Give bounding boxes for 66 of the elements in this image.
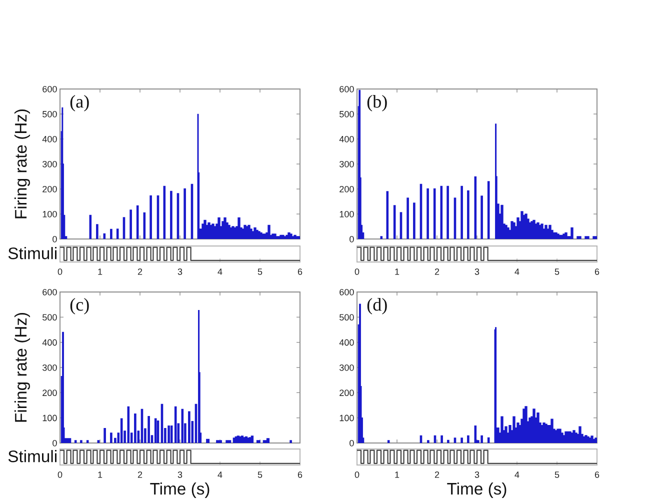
y-tick-label: 200 [42, 186, 57, 192]
y-tick-label: 200 [42, 390, 57, 396]
y-axis-title: Firing rate (Hz) [14, 312, 30, 422]
x-tick-label: 4 [514, 472, 520, 478]
annotation: (a) [70, 95, 89, 112]
y-tick-label: 500 [340, 110, 354, 118]
y-tick-label: 100 [42, 414, 57, 422]
x-tick-label: 3 [474, 268, 480, 275]
y-tick-label: 600 [42, 86, 57, 92]
x-tick-label: 5 [554, 268, 560, 275]
y-tick-label: 400 [339, 136, 354, 142]
x-tick-label: 5 [554, 472, 560, 478]
x-tick-label: 6 [594, 268, 600, 275]
x-tick-label: 2 [138, 268, 142, 275]
annotation: (c) [70, 298, 89, 314]
x-tick-label: 6 [298, 268, 302, 275]
y-tick-label: 400 [339, 339, 354, 346]
y-tick-label: 200 [340, 390, 354, 396]
y-axis-title: Stimuli [8, 450, 56, 462]
y-tick-label: 500 [340, 314, 354, 321]
y-tick-label: 0 [52, 440, 57, 446]
y-axis-title: Stimuli [8, 247, 56, 260]
y-tick-label: 300 [42, 160, 57, 168]
y-tick-label: 500 [42, 110, 57, 118]
x-tick-label: 3 [178, 268, 182, 275]
x-tick-label: 0 [354, 268, 360, 275]
x-tick-label: 1 [395, 268, 400, 275]
y-tick-label: 0 [52, 236, 57, 242]
x-tick-label: 2 [138, 471, 142, 478]
x-tick-label: 3 [178, 471, 182, 478]
y-tick-label: 0 [350, 236, 354, 242]
y-tick-label: 300 [340, 364, 354, 371]
y-tick-label: 600 [42, 288, 57, 296]
x-tick-label: 1 [98, 472, 102, 478]
x-axis-title: Time (s) [150, 482, 210, 498]
x-tick-label: 3 [474, 471, 480, 478]
x-tick-label: 4 [218, 472, 222, 478]
x-tick-label: 4 [514, 268, 520, 275]
y-tick-label: 400 [42, 136, 57, 142]
y-tick-label: 300 [42, 364, 57, 371]
y-axis-title: Firing rate (Hz) [14, 109, 30, 218]
x-tick-label: 0 [58, 471, 62, 478]
x-tick-label: 2 [434, 268, 440, 275]
y-tick-label: 400 [42, 339, 57, 346]
x-tick-label: 0 [354, 471, 360, 478]
y-tick-label: 100 [42, 210, 57, 218]
y-tick-label: 200 [340, 186, 354, 192]
x-tick-label: 2 [434, 471, 440, 478]
y-tick-label: 300 [340, 160, 354, 168]
x-tick-label: 1 [395, 472, 400, 478]
x-tick-label: 4 [218, 268, 222, 275]
x-tick-label: 5 [258, 472, 262, 478]
y-tick-label: 0 [350, 440, 354, 446]
annotation: (b) [367, 95, 387, 112]
y-tick-label: 100 [340, 414, 354, 422]
x-tick-label: 5 [258, 268, 262, 275]
x-tick-label: 6 [594, 471, 600, 478]
x-tick-label: 1 [98, 268, 102, 275]
x-tick-label: 0 [58, 268, 62, 275]
y-tick-label: 100 [340, 210, 354, 218]
x-axis-title: Time (s) [447, 482, 506, 498]
annotation: (d) [367, 298, 387, 314]
y-tick-label: 600 [340, 288, 354, 296]
x-tick-label: 6 [298, 471, 302, 478]
y-tick-label: 600 [340, 86, 354, 92]
y-tick-label: 500 [42, 314, 57, 321]
